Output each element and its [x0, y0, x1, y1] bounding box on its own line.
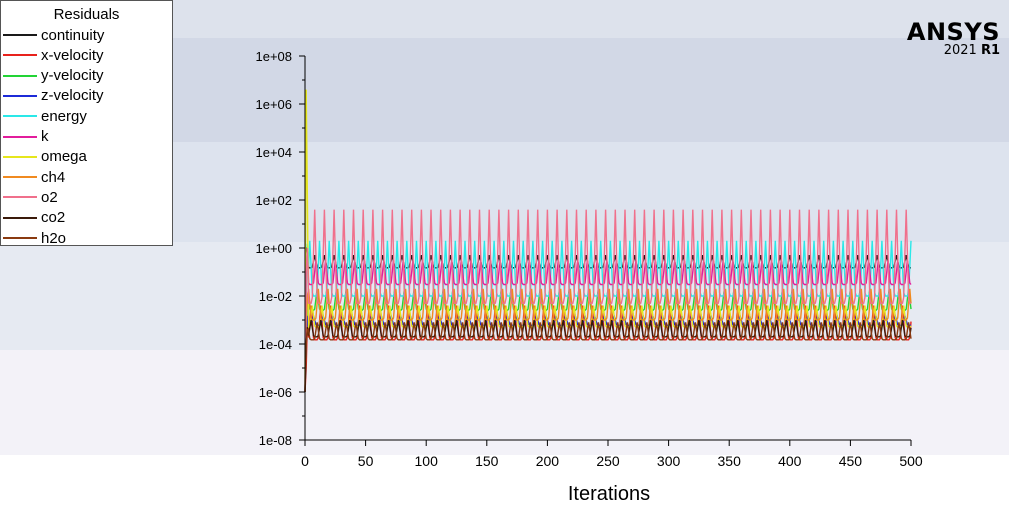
legend-swatch: [3, 196, 37, 199]
legend-label: omega: [41, 148, 87, 166]
legend: Residuals continuity x-velocity y-velocity…: [0, 0, 173, 248]
legend-item-z-velocity: z-velocity: [3, 86, 171, 106]
logo-release: R1: [980, 43, 1000, 58]
x-tick-label: 300: [657, 453, 681, 469]
legend-item-o2: o2: [3, 187, 171, 207]
y-tick-label: 1e-04: [259, 337, 292, 352]
y-tick-label: 1e+08: [255, 49, 292, 64]
y-tick-label: 1e+00: [255, 241, 292, 256]
x-tick-label: 200: [536, 453, 560, 469]
legend-label: continuity: [41, 26, 105, 44]
y-tick-label: 1e-06: [259, 385, 292, 400]
legend-label: energy: [41, 107, 87, 125]
legend-item-continuity: continuity: [3, 25, 171, 45]
legend-label: x-velocity: [41, 46, 104, 64]
legend-item-co2: co2: [3, 208, 171, 228]
x-tick-label: 350: [718, 453, 742, 469]
background-band-5: [0, 350, 1009, 455]
legend-swatch: [3, 74, 37, 77]
x-tick-label: 400: [778, 453, 802, 469]
logo-version: 2021 R1: [907, 44, 1000, 58]
legend-label: co2: [41, 209, 66, 227]
x-tick-label: 500: [899, 453, 923, 469]
x-tick-label: 150: [475, 453, 499, 469]
x-tick-label: 250: [596, 453, 620, 469]
legend-title: Residuals: [53, 6, 120, 23]
legend-item-y-velocity: y-velocity: [3, 66, 171, 86]
legend-label: y-velocity: [41, 67, 104, 85]
legend-item-omega: omega: [3, 147, 171, 167]
background-band-6: [0, 455, 1009, 516]
series-layer: [304, 89, 912, 393]
series-h2o: [304, 322, 912, 393]
legend-swatch: [3, 155, 37, 158]
legend-swatch: [3, 176, 37, 179]
legend-swatch: [3, 34, 37, 36]
x-axis-label: Iterations: [568, 483, 650, 505]
legend-item-h2o: h2o: [3, 228, 171, 248]
logo-year: 2021: [943, 43, 977, 58]
legend-label: z-velocity: [41, 87, 104, 105]
legend-label: o2: [41, 188, 58, 206]
legend-label: h2o: [41, 229, 67, 247]
legend-item-k: k: [3, 127, 171, 147]
legend-swatch: [3, 94, 37, 97]
y-tick-label: 1e+02: [255, 193, 292, 208]
x-tick-label: 0: [301, 453, 309, 469]
logo-name: ANSYS: [906, 18, 1000, 46]
y-tick-label: 1e-02: [259, 289, 292, 304]
legend-swatch: [3, 135, 37, 138]
legend-label: k: [41, 128, 49, 145]
series-omega: [304, 89, 912, 393]
series-ch4: [304, 288, 912, 393]
legend-item-ch4: ch4: [3, 167, 171, 187]
legend-swatch: [3, 216, 37, 219]
y-tick-label: 1e-08: [259, 433, 292, 448]
axes-layer: 1e+08 1e+06 1e+04 1e+02 1e+00 1e-02 1e-04 1e-06…: [255, 49, 922, 469]
x-tick-label: 100: [415, 453, 439, 469]
y-tick-label: 1e+06: [255, 97, 292, 112]
x-tick-label: 450: [839, 453, 863, 469]
legend-swatch: [3, 115, 37, 118]
ansys-logo: ANSYS 2021 R1: [907, 20, 1000, 58]
series-o2: [304, 209, 911, 393]
legend-label: ch4: [41, 168, 66, 186]
legend-swatch: [3, 54, 37, 57]
legend-item-energy: energy: [3, 106, 171, 126]
y-tick-label: 1e+04: [255, 145, 292, 160]
legend-item-x-velocity: x-velocity: [3, 45, 171, 65]
x-tick-label: 50: [358, 453, 374, 469]
legend-swatch: [3, 237, 37, 239]
